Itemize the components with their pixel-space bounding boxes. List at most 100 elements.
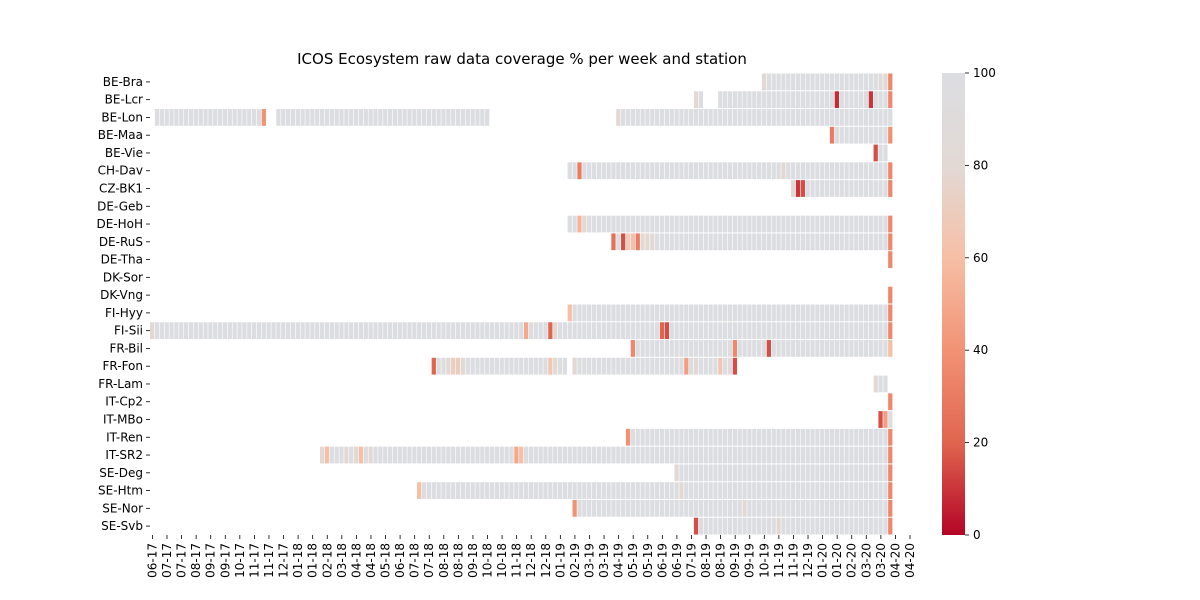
heatmap-cell: [742, 340, 747, 357]
heatmap-cell: [489, 357, 495, 375]
heatmap-cell: [883, 180, 888, 197]
heatmap-cell: [732, 215, 738, 233]
heatmap-cell: [635, 446, 640, 464]
heatmap-cell: [630, 482, 636, 499]
heatmap-cell: [596, 357, 602, 375]
heatmap-cell: [771, 322, 776, 340]
heatmap-cell: [815, 464, 820, 482]
heatmap-cell: [621, 482, 626, 499]
heatmap-cell: [829, 340, 835, 357]
heatmap-cell: [650, 322, 655, 340]
heatmap-cell: [480, 482, 485, 499]
y-tick-label: DE-Tha: [101, 253, 143, 267]
y-tick-label: DE-HoH: [96, 217, 143, 231]
heatmap-cell: [349, 322, 354, 340]
heatmap-cell: [708, 446, 713, 464]
heatmap-cell: [655, 446, 660, 464]
heatmap-cell: [757, 464, 762, 482]
heatmap-cell: [873, 109, 878, 126]
heatmap-cell: [693, 464, 699, 482]
heatmap-cell: [572, 304, 577, 322]
heatmap-cell: [791, 109, 796, 126]
heatmap-cell: [854, 162, 859, 180]
heatmap-cell: [800, 233, 805, 251]
heatmap-cell: [849, 304, 854, 322]
heatmap-cell: [674, 499, 679, 517]
heatmap-cell: [805, 482, 810, 499]
heatmap-cell: [883, 446, 888, 464]
heatmap-cell: [766, 162, 771, 180]
heatmap-cell: [815, 215, 820, 233]
heatmap-cell: [582, 162, 587, 180]
heatmap-cell: [742, 464, 747, 482]
heatmap-cell: [441, 482, 446, 499]
heatmap-cell: [465, 357, 470, 375]
heatmap-cell: [679, 482, 684, 499]
heatmap-cell: [227, 322, 232, 340]
heatmap-cell: [752, 215, 757, 233]
heatmap-cell: [791, 446, 796, 464]
heatmap-cell: [791, 162, 796, 180]
x-tick-label: 02-19: [568, 543, 582, 578]
heatmap-cell: [732, 109, 738, 126]
heatmap-cell: [698, 215, 704, 233]
heatmap-cell: [470, 446, 475, 464]
heatmap-cell: [324, 109, 330, 126]
x-tick-label: 03-20: [874, 543, 888, 578]
heatmap-cell: [849, 464, 854, 482]
heatmap-cell: [217, 322, 223, 340]
heatmap-cell: [397, 109, 402, 126]
heatmap-cell: [315, 322, 320, 340]
heatmap-cell: [261, 109, 266, 126]
heatmap-cell: [883, 162, 888, 180]
heatmap-cell: [334, 109, 339, 126]
heatmap-cell: [829, 73, 835, 91]
x-axis: 06-17 07-17 07-17 08-17 09-17 09-17 10-17 11-17…: [145, 535, 917, 578]
heatmap-cell: [315, 109, 320, 126]
heatmap-cell: [834, 73, 839, 91]
heatmap-cell: [698, 446, 704, 464]
heatmap-cell: [708, 322, 713, 340]
x-tick-label: 01-18: [306, 543, 320, 578]
heatmap-cell: [533, 482, 538, 499]
heatmap-cell: [795, 340, 801, 357]
heatmap-cell: [839, 517, 844, 535]
heatmap-cell: [713, 304, 718, 322]
heatmap-cell: [567, 322, 572, 340]
y-tick-label: DK-Sor: [103, 270, 143, 284]
heatmap-cell: [795, 91, 801, 109]
colorbar-tick-label: 80: [973, 158, 988, 172]
heatmap-cell: [650, 109, 655, 126]
heatmap-cell: [732, 162, 738, 180]
heatmap-cell: [761, 215, 767, 233]
heatmap-cell: [888, 322, 893, 340]
heatmap-cell: [791, 91, 796, 109]
heatmap-cell: [863, 446, 869, 464]
heatmap-cell: [693, 304, 699, 322]
heatmap-cell: [693, 340, 699, 357]
heatmap-cell: [402, 322, 407, 340]
heatmap-cell: [640, 322, 645, 340]
heatmap-cell: [854, 233, 859, 251]
heatmap-cell: [727, 162, 733, 180]
heatmap-cell: [256, 109, 262, 126]
heatmap-cell: [441, 357, 446, 375]
heatmap-cell: [713, 482, 718, 499]
heatmap-cell: [766, 233, 771, 251]
y-tick-label: DE-RuS: [99, 235, 143, 249]
heatmap-cell: [800, 446, 805, 464]
heatmap-cell: [854, 482, 859, 499]
heatmap-cell: [645, 499, 650, 517]
heatmap-cell: [655, 482, 660, 499]
x-tick-label: 12-17: [277, 543, 291, 578]
heatmap-cell: [761, 162, 767, 180]
heatmap-cell: [800, 340, 805, 357]
heatmap-cell: [742, 91, 747, 109]
heatmap-cell: [669, 482, 674, 499]
heatmap-cell: [795, 428, 801, 446]
heatmap-cell: [810, 233, 815, 251]
heatmap-cell: [344, 109, 349, 126]
x-tick-label: 09-18: [466, 543, 480, 578]
y-tick-label: BE-Bra: [103, 75, 143, 89]
heatmap-cell: [834, 464, 839, 482]
